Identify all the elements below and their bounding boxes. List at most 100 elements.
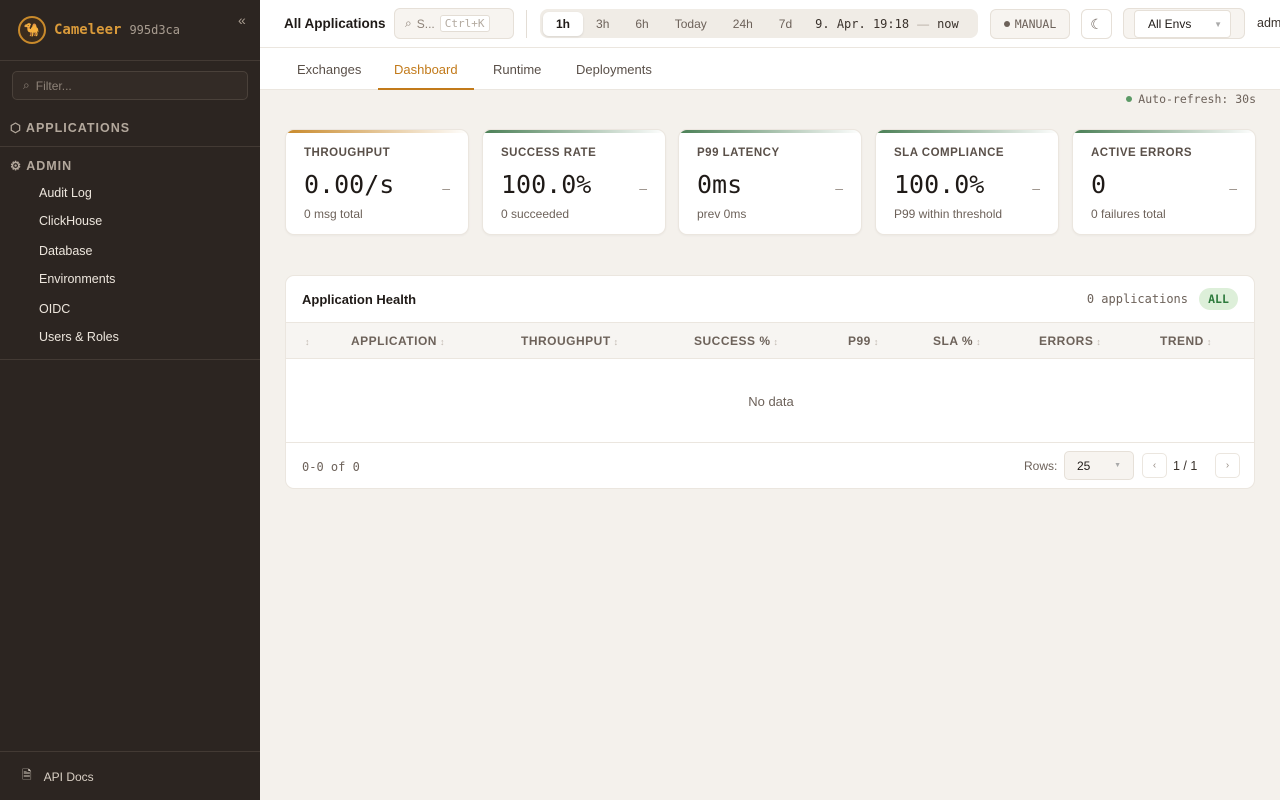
divider bbox=[0, 146, 260, 147]
column-success[interactable]: SUCCESS % ↕ bbox=[694, 323, 779, 359]
range-end[interactable]: now bbox=[937, 16, 959, 31]
prev-page-button[interactable]: ‹ bbox=[1142, 453, 1167, 478]
kpi-label: SLA COMPLIANCE bbox=[894, 147, 1005, 159]
document-icon: 🗎 bbox=[22, 768, 32, 782]
range-start[interactable]: 9. Apr. 19:18 bbox=[815, 16, 910, 31]
column-throughput[interactable]: THROUGHPUT ↕ bbox=[521, 323, 619, 359]
accent-bar bbox=[679, 130, 861, 133]
column-label: TREND bbox=[1160, 334, 1204, 348]
status-dot-icon bbox=[1003, 21, 1010, 27]
divider bbox=[526, 10, 527, 38]
column-trend[interactable]: TREND ↕ bbox=[1160, 323, 1212, 359]
kpi-card-throughput: THROUGHPUT 0.00/s – 0 msg total bbox=[285, 129, 469, 235]
kpi-value: 0.00/s bbox=[304, 170, 395, 199]
accent-bar bbox=[876, 130, 1058, 133]
env-select[interactable]: All Envs ▼ bbox=[1134, 10, 1231, 38]
kpi-label: ACTIVE ERRORS bbox=[1091, 147, 1193, 159]
range-24h[interactable]: 24h bbox=[732, 16, 753, 31]
brand[interactable]: 🐪 Cameleer 995d3ca bbox=[18, 16, 180, 44]
column-p99[interactable]: P99 ↕ bbox=[848, 323, 879, 359]
trend-indicator: – bbox=[835, 180, 843, 196]
kpi-value: 0 bbox=[1091, 170, 1107, 199]
live-dot-icon bbox=[1126, 96, 1133, 102]
kpi-label: SUCCESS RATE bbox=[501, 147, 597, 159]
column-label: ERRORS bbox=[1039, 334, 1094, 348]
rows-per-page-select[interactable]: 25 ▼ bbox=[1064, 451, 1134, 480]
column-application[interactable]: APPLICATION ↕ bbox=[351, 323, 445, 359]
trend-indicator: – bbox=[1032, 180, 1040, 196]
gear-icon: ⚙ bbox=[10, 159, 23, 173]
range-6h[interactable]: 6h bbox=[635, 16, 649, 31]
search-placeholder: S... bbox=[416, 16, 435, 31]
filter-all-badge[interactable]: ALL bbox=[1199, 288, 1238, 310]
top-bar: All Applications ⌕ S... Ctrl+K 1h 3h 6h … bbox=[260, 0, 1280, 48]
rows-label: Rows: bbox=[1024, 459, 1058, 473]
page-title: All Applications bbox=[284, 16, 386, 31]
sidebar-item-clickhouse[interactable]: ClickHouse bbox=[39, 214, 103, 228]
kpi-subtext: prev 0ms bbox=[697, 207, 747, 221]
kpi-card-active-errors: ACTIVE ERRORS 0 – 0 failures total bbox=[1072, 129, 1256, 235]
sidebar-item-oidc[interactable]: OIDC bbox=[39, 302, 71, 316]
range-7d[interactable]: 7d bbox=[778, 16, 793, 31]
accent-bar bbox=[483, 130, 665, 133]
manual-refresh-button[interactable]: MANUAL bbox=[990, 9, 1070, 39]
sort-icon: ↕ bbox=[1096, 337, 1102, 347]
search-icon: ⌕ bbox=[23, 78, 30, 92]
section-label: ADMIN bbox=[26, 158, 73, 173]
tab-bar: Exchanges Dashboard Runtime Deployments bbox=[260, 48, 1280, 90]
kpi-subtext: 0 msg total bbox=[304, 207, 363, 221]
table-footer: 0-0 of 0 Rows: 25 ▼ ‹ 1 / 1 › bbox=[286, 442, 1254, 488]
moon-icon: ☾ bbox=[1090, 15, 1103, 32]
manual-label: MANUAL bbox=[1014, 17, 1057, 31]
kpi-label: THROUGHPUT bbox=[304, 147, 391, 159]
tab-dashboard[interactable]: Dashboard bbox=[378, 48, 474, 90]
column-sla[interactable]: SLA % ↕ bbox=[933, 323, 981, 359]
tab-exchanges[interactable]: Exchanges bbox=[297, 62, 362, 77]
shortcut-hint: Ctrl+K bbox=[439, 15, 490, 32]
column-label: SLA % bbox=[933, 334, 974, 348]
sidebar-section-applications[interactable]: ⬡ APPLICATIONS bbox=[10, 120, 131, 136]
time-range-picker: 1h 3h 6h Today 24h 7d 9. Apr. 19:18 — no… bbox=[540, 9, 978, 38]
sort-icon: ↕ bbox=[305, 337, 310, 347]
range-3h[interactable]: 3h bbox=[596, 16, 610, 31]
kpi-subtext: P99 within threshold bbox=[894, 207, 1003, 221]
range-today[interactable]: Today bbox=[674, 16, 707, 31]
user-menu[interactable]: adm bbox=[1257, 16, 1280, 30]
empty-state: No data bbox=[748, 394, 794, 409]
sidebar-item-database[interactable]: Database bbox=[39, 244, 93, 258]
filter-placeholder: Filter... bbox=[35, 78, 72, 93]
app-count: 0 applications bbox=[1086, 292, 1188, 306]
column-label: P99 bbox=[848, 334, 871, 348]
sidebar-filter-input[interactable]: ⌕ Filter... bbox=[12, 71, 248, 100]
table-header: ↕ APPLICATION ↕ THROUGHPUT ↕ SUCCESS % ↕ P9… bbox=[286, 322, 1254, 359]
theme-toggle-button[interactable]: ☾ bbox=[1081, 9, 1112, 39]
kpi-subtext: 0 succeeded bbox=[501, 207, 570, 221]
sidebar: 🐪 Cameleer 995d3ca « ⌕ Filter... ⬡ APPLIC… bbox=[0, 0, 260, 800]
next-page-button[interactable]: › bbox=[1215, 453, 1240, 478]
trend-indicator: – bbox=[639, 180, 647, 196]
tab-deployments[interactable]: Deployments bbox=[576, 62, 652, 77]
sort-icon: ↕ bbox=[976, 337, 982, 347]
sidebar-item-environments[interactable]: Environments bbox=[39, 272, 116, 286]
sidebar-item-audit-log[interactable]: Audit Log bbox=[39, 186, 92, 200]
sort-icon: ↕ bbox=[1206, 337, 1212, 347]
select-column-sort[interactable]: ↕ bbox=[302, 323, 310, 359]
sidebar-section-admin[interactable]: ⚙ ADMIN bbox=[10, 158, 73, 174]
section-label: APPLICATIONS bbox=[25, 120, 131, 135]
brand-version: 995d3ca bbox=[129, 23, 181, 37]
auto-refresh-label: Auto-refresh: 30s bbox=[1138, 92, 1256, 106]
range-1h[interactable]: 1h bbox=[543, 11, 584, 36]
kpi-label: P99 LATENCY bbox=[697, 147, 780, 159]
tab-runtime[interactable]: Runtime bbox=[493, 62, 542, 77]
rows-value: 25 bbox=[1077, 459, 1091, 473]
search-button[interactable]: ⌕ S... Ctrl+K bbox=[394, 8, 514, 39]
sort-icon: ↕ bbox=[439, 337, 445, 347]
column-errors[interactable]: ERRORS ↕ bbox=[1039, 323, 1101, 359]
kpi-value: 100.0% bbox=[894, 170, 985, 199]
collapse-sidebar-icon[interactable]: « bbox=[238, 12, 246, 28]
pagination-range: 0-0 of 0 bbox=[302, 460, 360, 474]
kpi-card-sla-compliance: SLA COMPLIANCE 100.0% – P99 within thres… bbox=[875, 129, 1059, 235]
trend-indicator: – bbox=[1229, 180, 1237, 196]
sidebar-item-users-roles[interactable]: Users & Roles bbox=[39, 330, 119, 344]
api-docs-link[interactable]: 🗎 API Docs bbox=[22, 766, 94, 787]
